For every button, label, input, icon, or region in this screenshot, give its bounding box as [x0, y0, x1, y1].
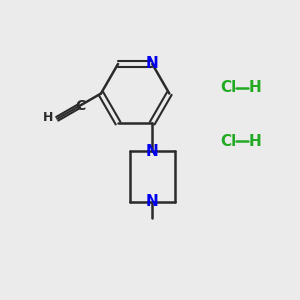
Text: Cl: Cl: [220, 134, 236, 148]
Text: H: H: [248, 134, 261, 148]
Text: N: N: [146, 144, 159, 159]
Text: N: N: [146, 56, 159, 71]
Text: H: H: [43, 111, 54, 124]
Text: N: N: [146, 194, 159, 209]
Text: H: H: [248, 80, 261, 95]
Text: Cl: Cl: [220, 80, 236, 95]
Text: C: C: [75, 99, 86, 113]
